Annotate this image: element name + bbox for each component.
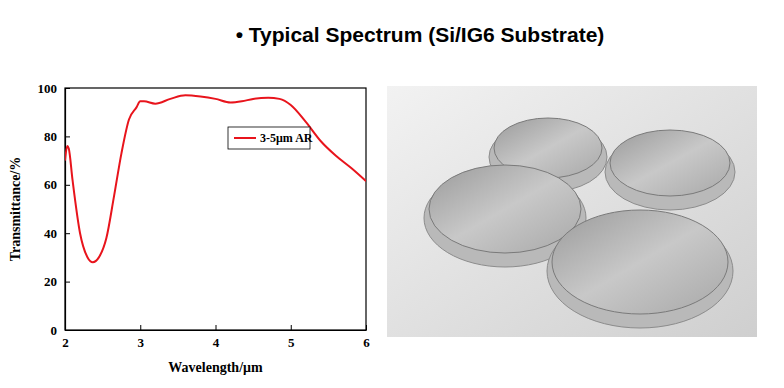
x-tick-label: 2 (62, 335, 69, 350)
legend-label: 3-5μm AR (260, 131, 313, 145)
x-tick-label: 4 (213, 335, 220, 350)
y-tick-label: 0 (51, 323, 58, 338)
y-tick-label: 60 (44, 177, 57, 192)
y-axis: 0 20 40 60 80 100 (38, 81, 71, 338)
y-tick-label: 80 (44, 129, 57, 144)
disc-face (429, 165, 581, 253)
x-tick-mark (216, 325, 217, 330)
x-tick-label: 5 (288, 335, 295, 350)
x-tick-label: 6 (363, 335, 370, 350)
y-tick-mark (65, 88, 70, 89)
y-tick-mark (65, 330, 70, 331)
plot-area (65, 95, 366, 262)
y-tick-mark (65, 233, 70, 234)
y-tick: 80 (44, 129, 70, 144)
x-tick: 4 (213, 325, 220, 350)
x-tick-mark (366, 325, 367, 330)
disc-face (610, 130, 730, 196)
y-tick-label: 40 (44, 226, 57, 241)
y-tick: 20 (44, 274, 70, 289)
x-tick-label: 3 (138, 335, 145, 350)
plot-frame (65, 88, 366, 330)
x-tick: 6 (363, 325, 370, 350)
x-axis-line (66, 330, 367, 331)
x-axis: 2 3 4 5 6 (62, 325, 370, 350)
y-tick-mark (65, 282, 70, 283)
y-tick-mark (65, 185, 70, 186)
series-line (65, 95, 366, 262)
x-axis-title: Wavelength/μm (168, 360, 263, 375)
x-tick-mark (291, 325, 292, 330)
canvas: • Typical Spectrum (Si/IG6 Substrate) 2 3 4… (0, 0, 784, 388)
photo-background (387, 86, 757, 337)
photo (387, 86, 757, 337)
y-tick: 0 (51, 323, 71, 338)
y-tick: 100 (38, 81, 71, 96)
y-tick-label: 20 (44, 274, 57, 289)
x-tick: 3 (138, 325, 145, 350)
x-tick: 5 (288, 325, 295, 350)
disc-face (552, 210, 728, 314)
legend-swatch (234, 137, 256, 139)
x-tick-mark (140, 325, 141, 330)
y-axis-title: Transmittance/% (8, 157, 23, 262)
legend: 3-5μm AR (228, 127, 313, 149)
y-tick: 60 (44, 177, 70, 192)
y-tick-mark (65, 136, 70, 137)
title: • Typical Spectrum (Si/IG6 Substrate) (236, 23, 605, 46)
y-tick: 40 (44, 226, 70, 241)
y-tick-label: 100 (38, 81, 58, 96)
y-axis-line (65, 89, 66, 331)
